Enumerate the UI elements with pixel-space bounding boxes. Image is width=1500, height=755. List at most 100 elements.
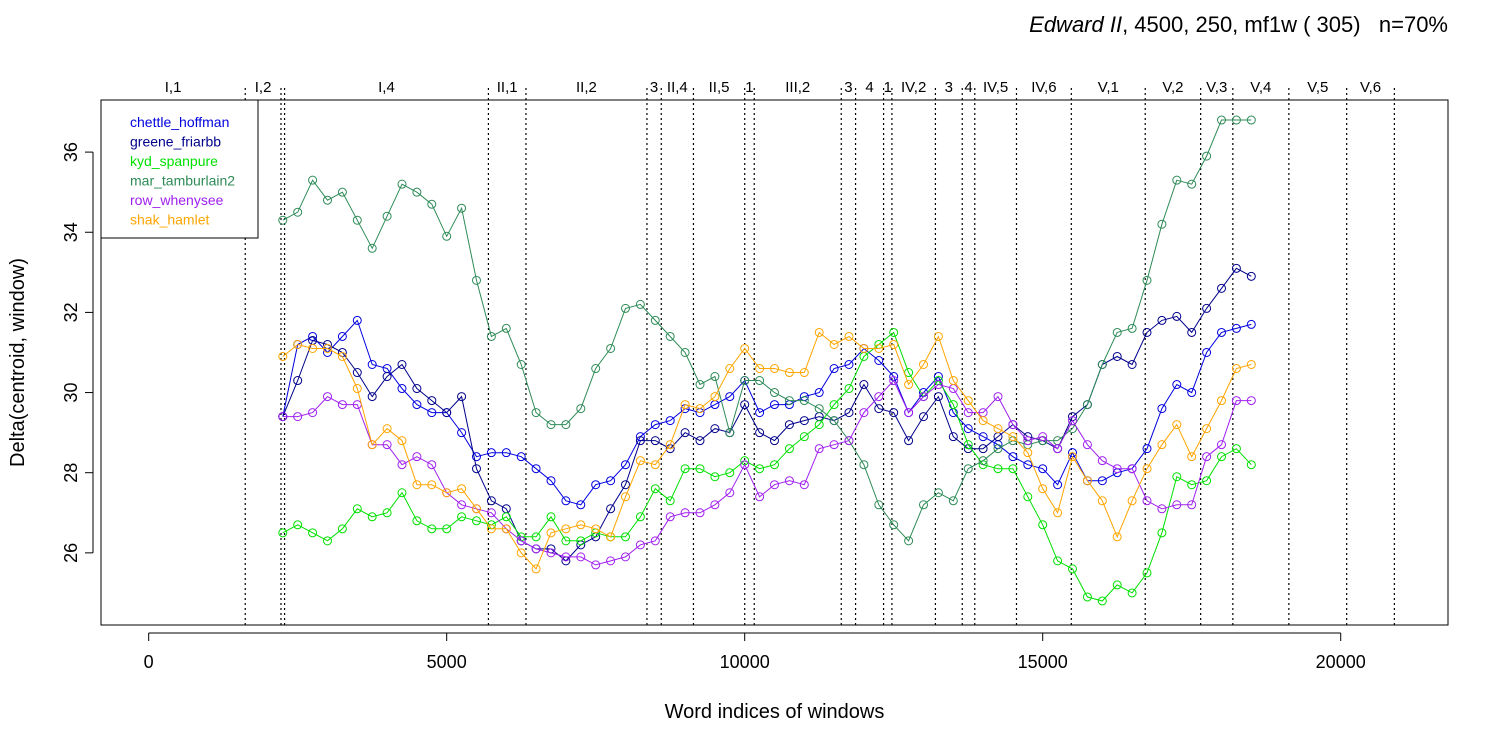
data-point — [1112, 351, 1122, 361]
data-point — [874, 404, 884, 414]
data-point — [1172, 380, 1182, 390]
data-point — [740, 376, 750, 386]
data-point — [933, 331, 943, 341]
data-point — [620, 492, 630, 502]
data-point — [1053, 508, 1063, 518]
data-point — [1053, 444, 1063, 454]
y-axis-label: Delta(centroid, window) — [7, 258, 29, 467]
data-point — [457, 428, 467, 438]
data-point — [695, 436, 705, 446]
data-point — [1127, 360, 1137, 370]
data-point — [352, 315, 362, 325]
data-point — [844, 331, 854, 341]
data-point — [382, 372, 392, 382]
data-point — [1202, 303, 1212, 313]
data-point — [457, 500, 467, 510]
data-point — [546, 528, 556, 538]
data-point — [471, 275, 481, 285]
data-point — [665, 512, 675, 522]
data-point — [889, 520, 899, 530]
data-point — [561, 496, 571, 506]
data-point — [784, 396, 794, 406]
series-shak_hamlet — [278, 327, 1256, 574]
data-point — [337, 187, 347, 197]
data-point — [501, 323, 511, 333]
data-point — [367, 392, 377, 402]
scene-marker-label: I,1 — [165, 79, 182, 96]
data-point — [874, 343, 884, 353]
x-axis-label: Word indices of windows — [665, 701, 885, 723]
data-point — [784, 444, 794, 454]
data-point — [382, 508, 392, 518]
scene-marker-label: V,6 — [1360, 79, 1381, 96]
data-point — [1023, 448, 1033, 458]
data-point — [382, 424, 392, 434]
data-point — [1187, 179, 1197, 189]
data-point — [531, 464, 541, 474]
data-point — [397, 179, 407, 189]
data-point — [740, 343, 750, 353]
data-point — [919, 392, 929, 402]
scene-marker-label: I,2 — [255, 79, 272, 96]
data-point — [740, 400, 750, 410]
data-point — [606, 556, 616, 566]
data-point — [904, 408, 914, 418]
data-point — [337, 351, 347, 361]
data-point — [993, 392, 1003, 402]
legend-entry: chettle_hoffman — [130, 114, 229, 130]
x-tick-label: 5000 — [427, 652, 467, 672]
data-point — [889, 327, 899, 337]
data-point — [546, 476, 556, 486]
series-row_whenysee — [278, 376, 1256, 570]
data-point — [471, 464, 481, 474]
data-point — [412, 516, 422, 526]
data-point — [412, 480, 422, 490]
data-point — [650, 436, 660, 446]
data-point — [1112, 580, 1122, 590]
x-tick-label: 10000 — [720, 652, 770, 672]
chart-title-rest: , 4500, 250, mf1w ( 305) n=70% — [1122, 12, 1448, 37]
data-point — [680, 508, 690, 518]
legend-entry: kyd_spanpure — [130, 153, 218, 169]
data-point — [561, 524, 571, 534]
scene-marker-label: 1 — [884, 79, 892, 96]
data-point — [486, 448, 496, 458]
data-point — [501, 524, 511, 534]
scene-marker-label: V,4 — [1250, 79, 1271, 96]
y-tick-label: 26 — [61, 543, 81, 563]
data-point — [725, 428, 735, 438]
data-point — [1202, 476, 1212, 486]
data-point — [725, 364, 735, 374]
data-point — [397, 436, 407, 446]
data-point — [516, 536, 526, 546]
data-point — [412, 187, 422, 197]
data-point — [397, 460, 407, 470]
data-point — [531, 564, 541, 574]
y-tick-label: 30 — [61, 383, 81, 403]
data-point — [531, 408, 541, 418]
data-point — [799, 416, 809, 426]
data-point — [933, 380, 943, 390]
data-point — [963, 440, 973, 450]
data-point — [606, 343, 616, 353]
data-point — [650, 315, 660, 325]
data-point — [948, 400, 958, 410]
data-point — [620, 532, 630, 542]
data-point — [1231, 364, 1241, 374]
series-line — [282, 331, 1252, 570]
data-point — [1038, 484, 1048, 494]
data-point — [427, 524, 437, 534]
data-point — [1082, 440, 1092, 450]
data-point — [1202, 452, 1212, 462]
data-point — [680, 428, 690, 438]
data-point — [829, 364, 839, 374]
data-point — [844, 408, 854, 418]
data-point — [993, 444, 1003, 454]
data-point — [1217, 327, 1227, 337]
data-point — [1157, 404, 1167, 414]
data-point — [620, 460, 630, 470]
data-point — [308, 343, 318, 353]
data-point — [680, 400, 690, 410]
data-point — [397, 488, 407, 498]
scene-markers: I,1 I,2 I,4 II,1 II,2 3 II,4 II,5 1 III,2 3 4 1 IV,2 3… — [165, 79, 1395, 625]
